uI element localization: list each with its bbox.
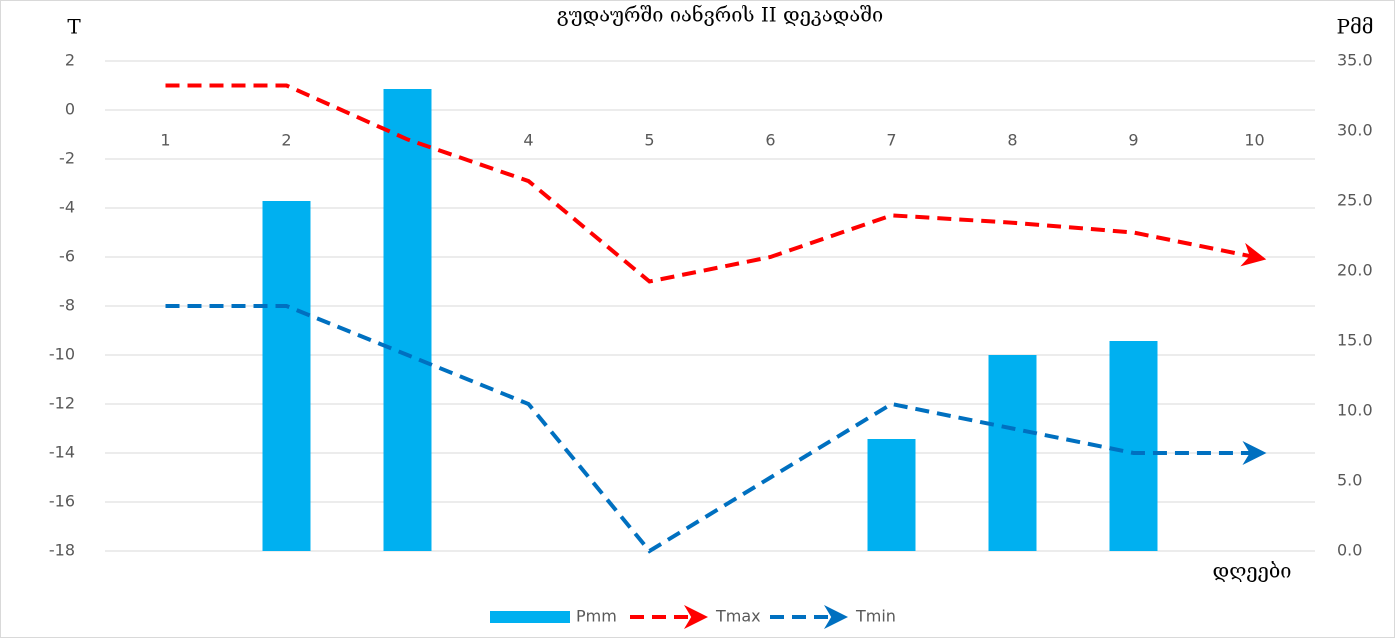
legend-label: Tmin: [855, 607, 896, 626]
bar: [867, 439, 916, 551]
legend-swatch: [490, 611, 570, 623]
x-tick-label: 9: [1128, 131, 1138, 150]
x-tick-label: 7: [886, 131, 896, 150]
y2-axis-title: Pმმ: [1337, 15, 1374, 39]
y2-tick-label: 10.0: [1337, 401, 1373, 420]
y2-tick-label: 20.0: [1337, 261, 1373, 280]
x-tick-label: 6: [765, 131, 775, 150]
y2-tick-label: 5.0: [1337, 471, 1362, 490]
y-tick-label: -14: [49, 443, 75, 462]
x-tick-label: 5: [644, 131, 654, 150]
y-tick-label: -2: [59, 149, 75, 168]
y-tick-label: -6: [59, 247, 75, 266]
y-tick-label: -18: [49, 541, 75, 560]
y-tick-label: -12: [49, 394, 75, 413]
x-tick-label: 4: [523, 131, 533, 150]
y2-tick-label: 30.0: [1337, 121, 1373, 140]
chart-title: გუდაურში იანვრის II დეკადაში: [557, 3, 883, 27]
y-tick-label: -4: [59, 198, 75, 217]
y-tick-label: 2: [65, 51, 75, 70]
x-tick-label: 8: [1007, 131, 1017, 150]
y2-tick-label: 15.0: [1337, 331, 1373, 350]
legend-label: Tmax: [715, 607, 761, 626]
y-tick-label: -10: [49, 345, 75, 364]
y-axis-title: T: [67, 15, 81, 39]
line: [165, 83, 1267, 284]
bar: [383, 89, 432, 551]
x-axis-title: დღეები: [1213, 559, 1292, 583]
y-tick-label: 0: [65, 100, 75, 119]
bar: [1109, 341, 1158, 551]
y-tick-label: -16: [49, 492, 75, 511]
bar: [988, 355, 1037, 551]
x-tick-label: 1: [160, 131, 170, 150]
y-tick-label: -8: [59, 296, 75, 315]
bar: [262, 201, 311, 551]
x-tick-label: 2: [281, 131, 291, 150]
legend-label: Pmm: [576, 607, 617, 626]
y2-tick-label: 0.0: [1337, 541, 1362, 560]
x-tick-label: 10: [1244, 131, 1264, 150]
y2-tick-label: 35.0: [1337, 51, 1373, 70]
y2-tick-label: 25.0: [1337, 191, 1373, 210]
line: [165, 304, 1267, 554]
